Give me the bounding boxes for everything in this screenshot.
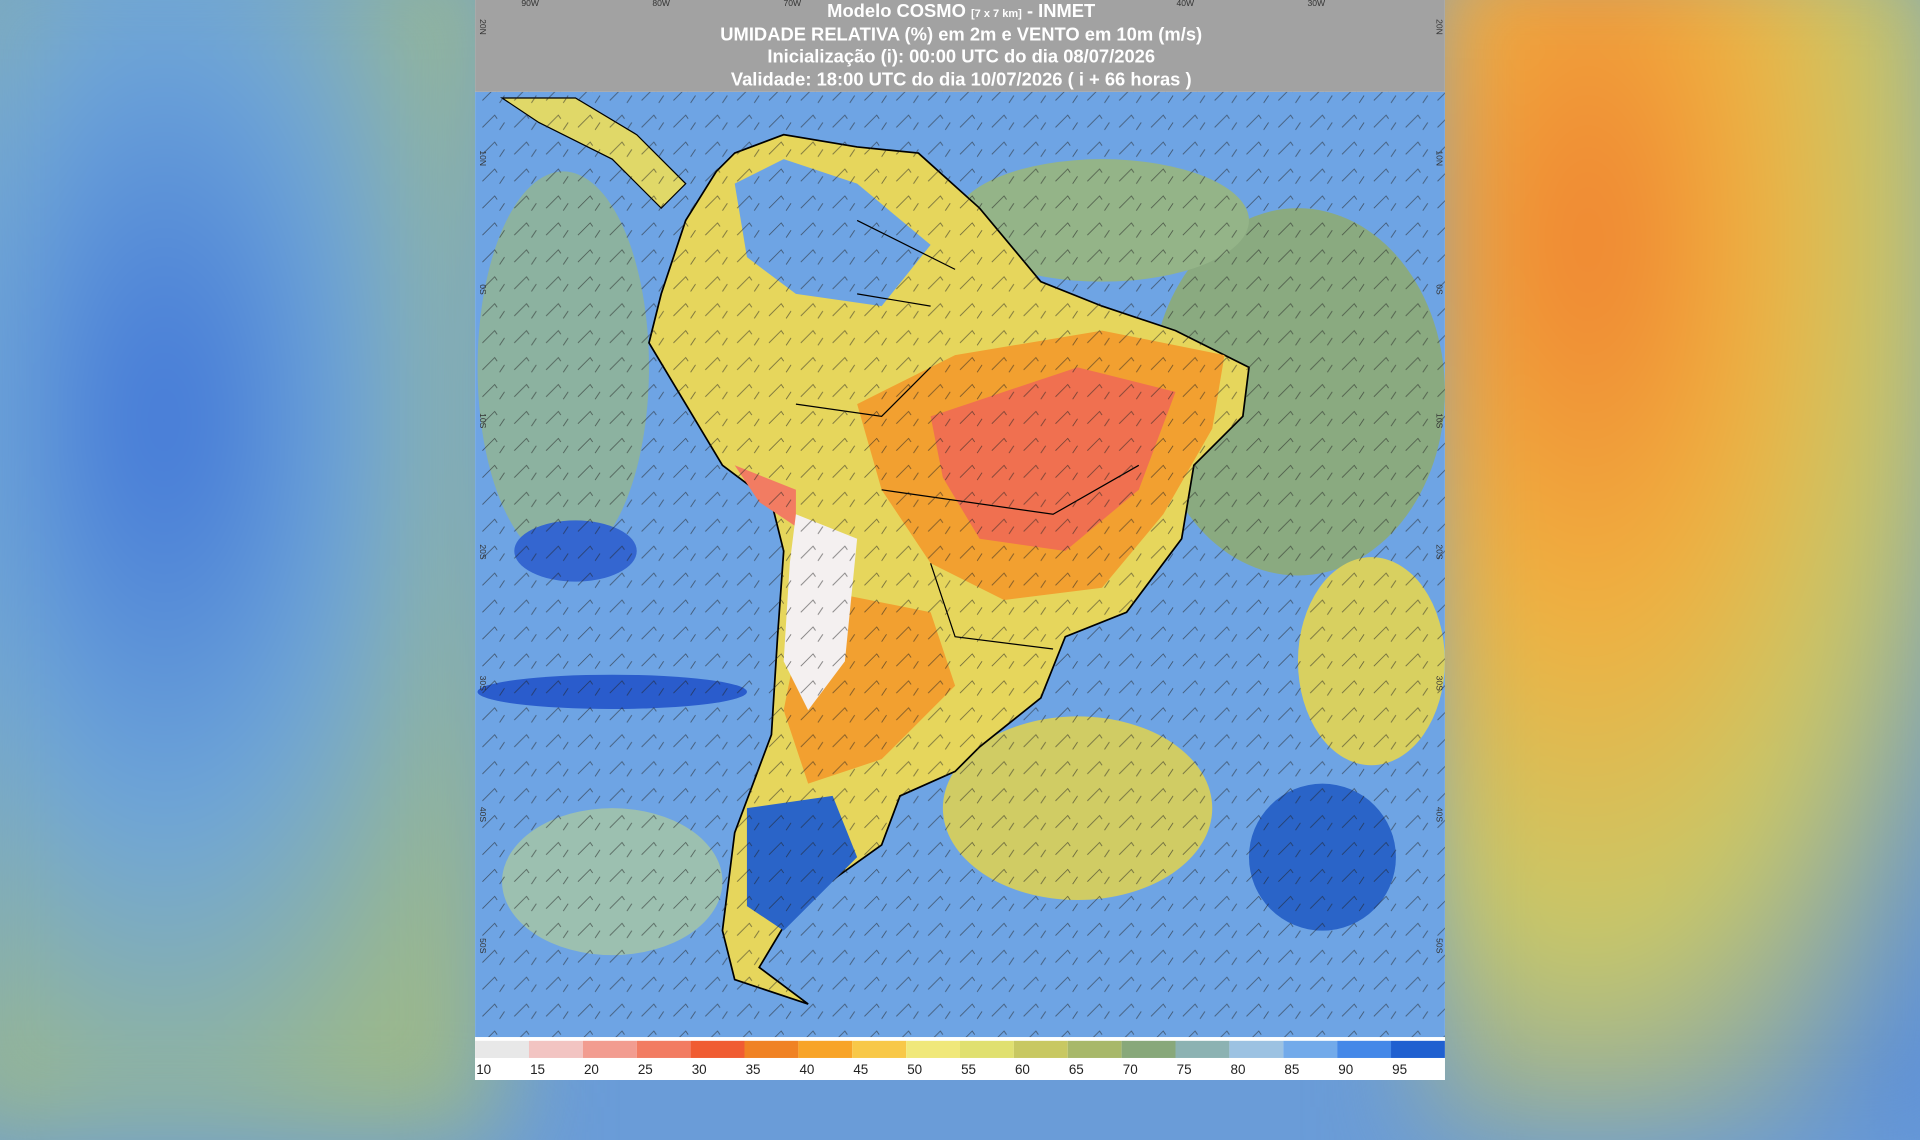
title: Modelo COSMO [827,0,966,21]
weather-map: Modelo COSMO [7 x 7 km] - INMET UMIDADE … [475,0,1445,1080]
blurred-background [0,0,500,1140]
colorbar-cell [1121,1040,1176,1058]
colorbar-cell [1067,1040,1122,1058]
colorbar-label: 30 [692,1062,707,1077]
subtitle: UMIDADE RELATIVA (%) em 2m e VENTO em 10… [720,23,1202,44]
latitude-label: 20S [478,544,488,560]
colorbar-cell [906,1040,960,1058]
latitude-label: 30S [1434,676,1444,692]
latitude-label: 10N [1434,150,1444,166]
latitude-label: 20S [1434,544,1444,560]
colorbar-label: 35 [746,1062,761,1077]
latitude-label: 40S [1434,807,1444,823]
colorbar-label: 20 [584,1062,599,1077]
latitude-label: 0S [1434,284,1444,295]
latitude-label: 50S [478,938,488,954]
colorbar-cell [744,1040,799,1058]
colorbar-cell [1391,1040,1445,1058]
latitude-label: 40S [478,807,488,823]
colorbar-cell [1013,1040,1068,1058]
initialization: Inicialização (i): 00:00 UTC do dia 08/0… [767,45,1155,66]
colorbar-label: 85 [1284,1062,1299,1077]
colorbar-cell [1175,1040,1230,1058]
latitude-label: 10N [478,150,488,166]
colorbar-cell [1229,1040,1284,1058]
colorbar-label: 80 [1230,1062,1245,1077]
colorbar-label: 45 [853,1062,868,1077]
colorbar-cell [528,1040,583,1058]
colorbar-cell [636,1040,691,1058]
colorbar-label: 40 [799,1062,814,1077]
longitude-label: 70W [783,0,802,8]
latitude-label: 30S [478,676,488,692]
resolution: [7 x 7 km] [971,8,1022,20]
latitude-label: 20N [1434,19,1444,35]
longitude-label: 40W [1177,0,1196,8]
colorbar-label: 55 [961,1062,976,1077]
validity: Validade: 18:00 UTC do dia 10/07/2026 ( … [731,69,1192,90]
blurred-background [1420,0,1920,1140]
colorbar-cell [1337,1040,1392,1058]
colorbar-label: 15 [530,1062,545,1077]
colorbar-cell [690,1040,745,1058]
latitude-label: 50S [1434,938,1444,954]
longitude-label: 30W [1308,0,1327,8]
colorbar-label: 75 [1177,1062,1192,1077]
colorbar-label: 10 [476,1062,491,1077]
colorbar-cell [475,1040,529,1058]
colorbar-cell [798,1040,853,1058]
title-line: Modelo COSMO [7 x 7 km] - INMET [827,0,1096,21]
source: - INMET [1027,0,1096,21]
colorbar-label: 65 [1069,1062,1084,1077]
latitude-label: 20N [478,19,488,35]
latitude-label: 0S [478,284,488,295]
longitude-label: 80W [652,0,671,8]
colorbar-label: 95 [1392,1062,1407,1077]
colorbar-cell [582,1040,637,1058]
colorbar-cell [960,1040,1014,1058]
colorbar-label: 70 [1123,1062,1138,1077]
colorbar-cell [1283,1040,1338,1058]
colorbar-label: 90 [1338,1062,1353,1077]
colorbar-label: 50 [907,1062,922,1077]
colorbar-label: 60 [1015,1062,1030,1077]
latitude-label: 10S [478,413,488,429]
latitude-label: 10S [1434,413,1444,429]
longitude-label: 90W [521,0,540,8]
colorbar-cell [852,1040,907,1058]
colorbar-label: 25 [638,1062,653,1077]
